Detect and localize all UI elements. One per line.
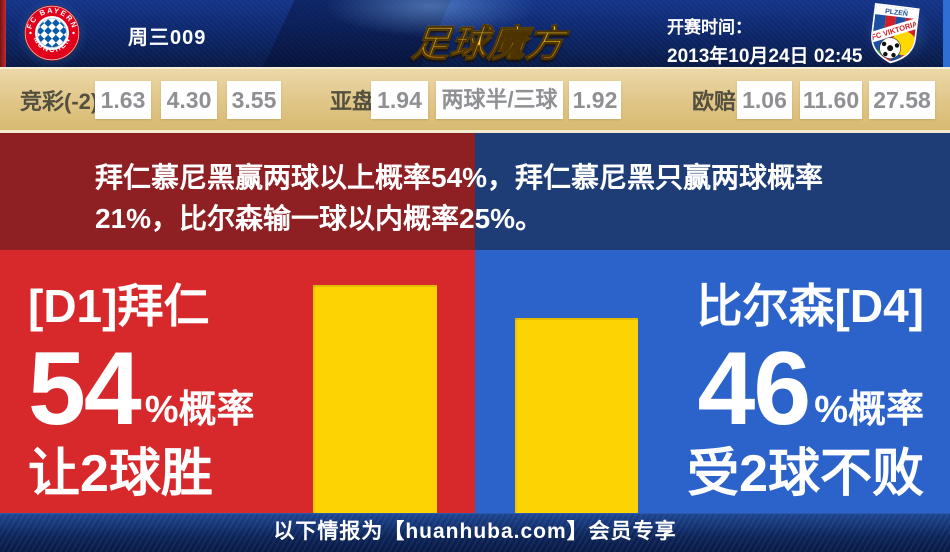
away-percent-row: 46 %概率 — [475, 331, 924, 447]
probability-summary-text: 拜仁慕尼黑赢两球以上概率54%，拜仁慕尼黑只赢两球概率21%，比尔森输一球以内概… — [95, 162, 824, 234]
away-percent-suffix: %概率 — [814, 389, 924, 431]
match-header: FC BAYERN MÜNCHEN 周三009 足球魔方 开赛时间： 2013年… — [0, 0, 950, 67]
home-percent-value: 54 — [28, 331, 142, 447]
right-blue-accent-strip — [943, 0, 950, 67]
away-team-name: 比尔森[D4] — [696, 280, 924, 332]
away-team-panel: 比尔森[D4] 46 %概率 受2球不败 — [475, 250, 950, 513]
asian-handicap-label: 亚盘 — [330, 88, 375, 114]
euro-odds-label: 欧赔 — [692, 88, 737, 114]
away-outcome-label: 受2球不败 — [687, 445, 924, 503]
jingcai-odd-win: 1.63 — [95, 80, 151, 119]
prediction-panels: [D1]拜仁 54 %概率 让2球胜 比尔森[D4] 46 %概率 受2球不败 — [0, 250, 950, 513]
summary-red-background — [0, 133, 475, 250]
kickoff-label: 开赛时间： — [667, 18, 752, 37]
euro-odd-lose: 27.58 — [869, 80, 935, 119]
home-team-name: [D1]拜仁 — [28, 280, 210, 332]
odds-strip: 竞彩(-2) 1.63 4.30 3.55 亚盘 1.94 两球半/三球 1.9… — [0, 67, 950, 133]
probability-summary-band: 拜仁慕尼黑赢两球以上概率54%，拜仁慕尼黑只赢两球概率21%，比尔森输一球以内概… — [0, 133, 950, 250]
left-red-accent-strip — [0, 0, 6, 67]
asian-odd-away: 1.92 — [569, 80, 621, 119]
home-probability-bar — [313, 285, 437, 513]
kickoff-datetime: 2013年10月24日 02:45 — [667, 46, 863, 67]
kickoff-time-block: 开赛时间： 2013年10月24日 02:45 — [667, 13, 862, 68]
home-outcome-label: 让2球胜 — [28, 445, 213, 503]
jingcai-odd-draw: 4.30 — [161, 80, 217, 119]
jingcai-label: 竞彩(-2) — [20, 88, 99, 114]
euro-odd-draw: 11.60 — [800, 80, 862, 119]
jingcai-odd-lose: 3.55 — [227, 80, 281, 119]
footer-bar: 以下情报为【huanhuba.com】会员专享 — [0, 513, 950, 552]
match-code: 周三009 — [128, 27, 207, 49]
asian-handicap-line: 两球半/三球 — [436, 80, 563, 119]
home-team-panel: [D1]拜仁 54 %概率 让2球胜 — [0, 250, 475, 513]
away-probability-bar — [515, 318, 638, 513]
home-percent-row: 54 %概率 — [28, 331, 475, 447]
svg-text:PLZEŇ: PLZEŇ — [885, 6, 909, 18]
asian-odd-home: 1.94 — [371, 80, 428, 119]
viktoria-plzen-badge-icon: PLZEŇ FC VIKTORIA — [869, 2, 920, 64]
euro-odd-win: 1.06 — [737, 80, 792, 119]
away-percent-value: 46 — [697, 331, 812, 447]
footer-membership-text: 以下情报为【huanhuba.com】会员专享 — [273, 520, 677, 543]
site-brand-logo: 足球魔方 — [403, 13, 576, 67]
bayern-munich-badge-icon: FC BAYERN MÜNCHEN — [24, 5, 80, 61]
home-percent-suffix: %概率 — [144, 389, 255, 431]
summary-blue-background — [475, 133, 950, 250]
